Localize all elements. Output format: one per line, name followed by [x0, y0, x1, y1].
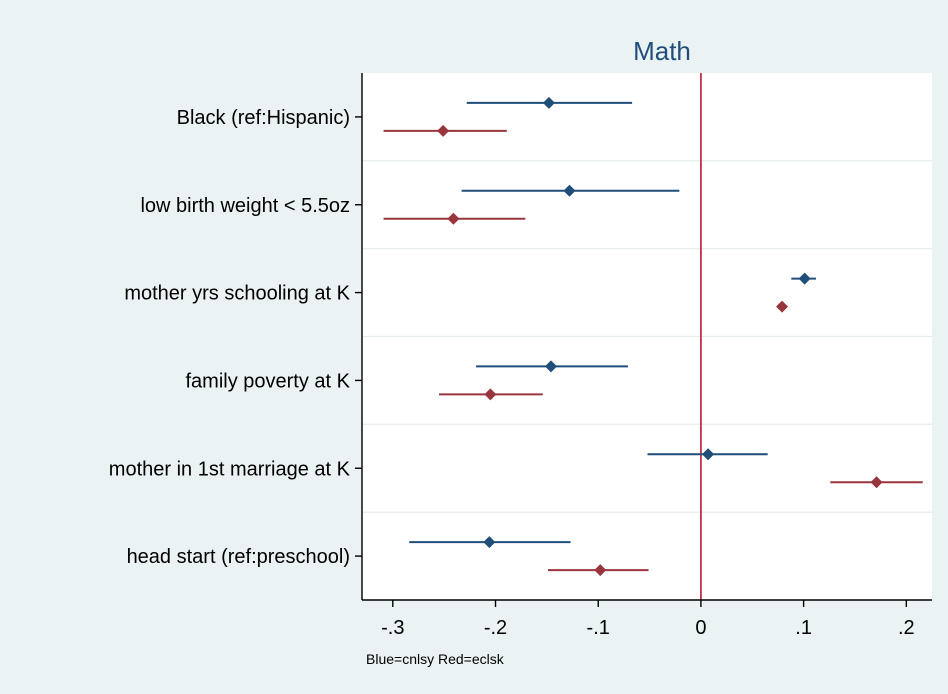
y-tick-label: family poverty at K	[185, 370, 350, 392]
x-tick-label: -.3	[381, 617, 404, 639]
point-estimate-red	[776, 300, 789, 313]
point-estimate-blue	[563, 184, 576, 197]
x-tick-label: -.2	[484, 617, 507, 639]
chart-title: Math	[633, 36, 691, 66]
x-tick-label: .2	[898, 617, 915, 639]
point-estimate-blue	[798, 272, 811, 285]
point-estimate-blue	[542, 96, 555, 109]
point-estimate-red	[437, 124, 450, 137]
y-tick-label: Black (ref:Hispanic)	[177, 107, 350, 129]
x-tick-label: 0	[695, 617, 706, 639]
x-tick-label: .1	[795, 617, 812, 639]
chart-note: Blue=cnlsy Red=eclsk	[366, 651, 505, 667]
point-estimate-blue	[544, 360, 557, 373]
point-estimate-red	[594, 564, 607, 577]
point-estimate-red	[870, 476, 883, 489]
y-tick-label: head start (ref:preschool)	[127, 546, 350, 568]
point-estimate-blue	[702, 448, 715, 461]
y-tick-label: mother in 1st marriage at K	[109, 458, 351, 480]
point-estimate-red	[447, 212, 460, 225]
x-tick-label: -.1	[587, 617, 610, 639]
y-tick-label: mother yrs schooling at K	[124, 283, 350, 305]
point-estimate-red	[484, 388, 497, 401]
y-tick-label: low birth weight < 5.5oz	[140, 195, 350, 217]
point-estimate-blue	[483, 536, 496, 549]
